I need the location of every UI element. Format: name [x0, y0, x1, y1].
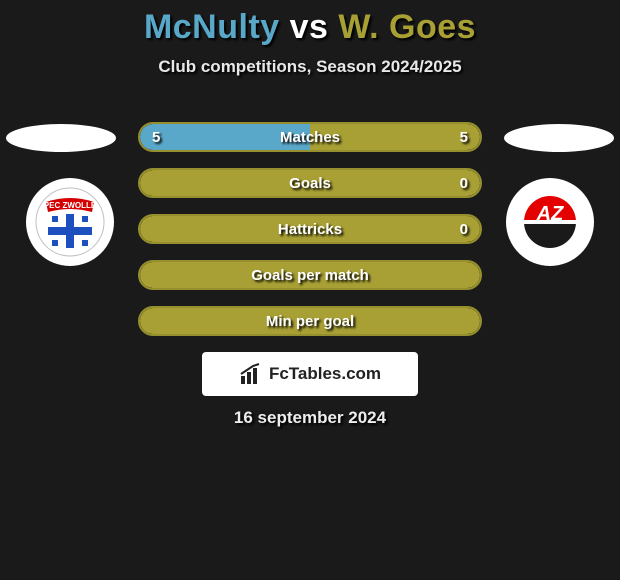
- stat-value-right: 0: [460, 175, 468, 192]
- stat-row-gpm: Goals per match: [138, 260, 482, 290]
- stat-label: Hattricks: [278, 221, 342, 238]
- club1-badge: PEC ZWOLLE: [26, 178, 114, 266]
- pec-zwolle-logo-icon: PEC ZWOLLE: [34, 186, 106, 258]
- player1-silhouette: [6, 124, 116, 152]
- stat-label: Matches: [280, 129, 340, 146]
- brand-box: FcTables.com: [202, 352, 418, 396]
- az-logo-icon: AZ: [514, 186, 586, 258]
- stat-value-right: 0: [460, 221, 468, 238]
- svg-text:AZ: AZ: [536, 203, 564, 225]
- bar-chart-icon: [239, 362, 263, 386]
- stat-row-mpg: Min per goal: [138, 306, 482, 336]
- stat-label: Goals: [289, 175, 331, 192]
- stat-row-hattricks: Hattricks 0: [138, 214, 482, 244]
- stat-value-right: 5: [460, 129, 468, 146]
- club2-badge: AZ: [506, 178, 594, 266]
- comparison-title: McNulty vs W. Goes: [0, 0, 620, 47]
- player2-name: W. Goes: [338, 8, 476, 46]
- player2-silhouette: [504, 124, 614, 152]
- stat-label: Goals per match: [251, 267, 369, 284]
- vs-separator: vs: [290, 8, 329, 46]
- date-line: 16 september 2024: [0, 408, 620, 428]
- stat-label: Min per goal: [266, 313, 354, 330]
- svg-text:PEC ZWOLLE: PEC ZWOLLE: [44, 201, 97, 210]
- stat-row-matches: 5 Matches 5: [138, 122, 482, 152]
- subtitle: Club competitions, Season 2024/2025: [0, 57, 620, 77]
- stats-container: 5 Matches 5 Goals 0 Hattricks 0 Goals pe…: [138, 122, 482, 352]
- stat-value-left: 5: [152, 129, 160, 146]
- player1-name: McNulty: [144, 8, 280, 46]
- brand-text: FcTables.com: [269, 364, 381, 384]
- stat-row-goals: Goals 0: [138, 168, 482, 198]
